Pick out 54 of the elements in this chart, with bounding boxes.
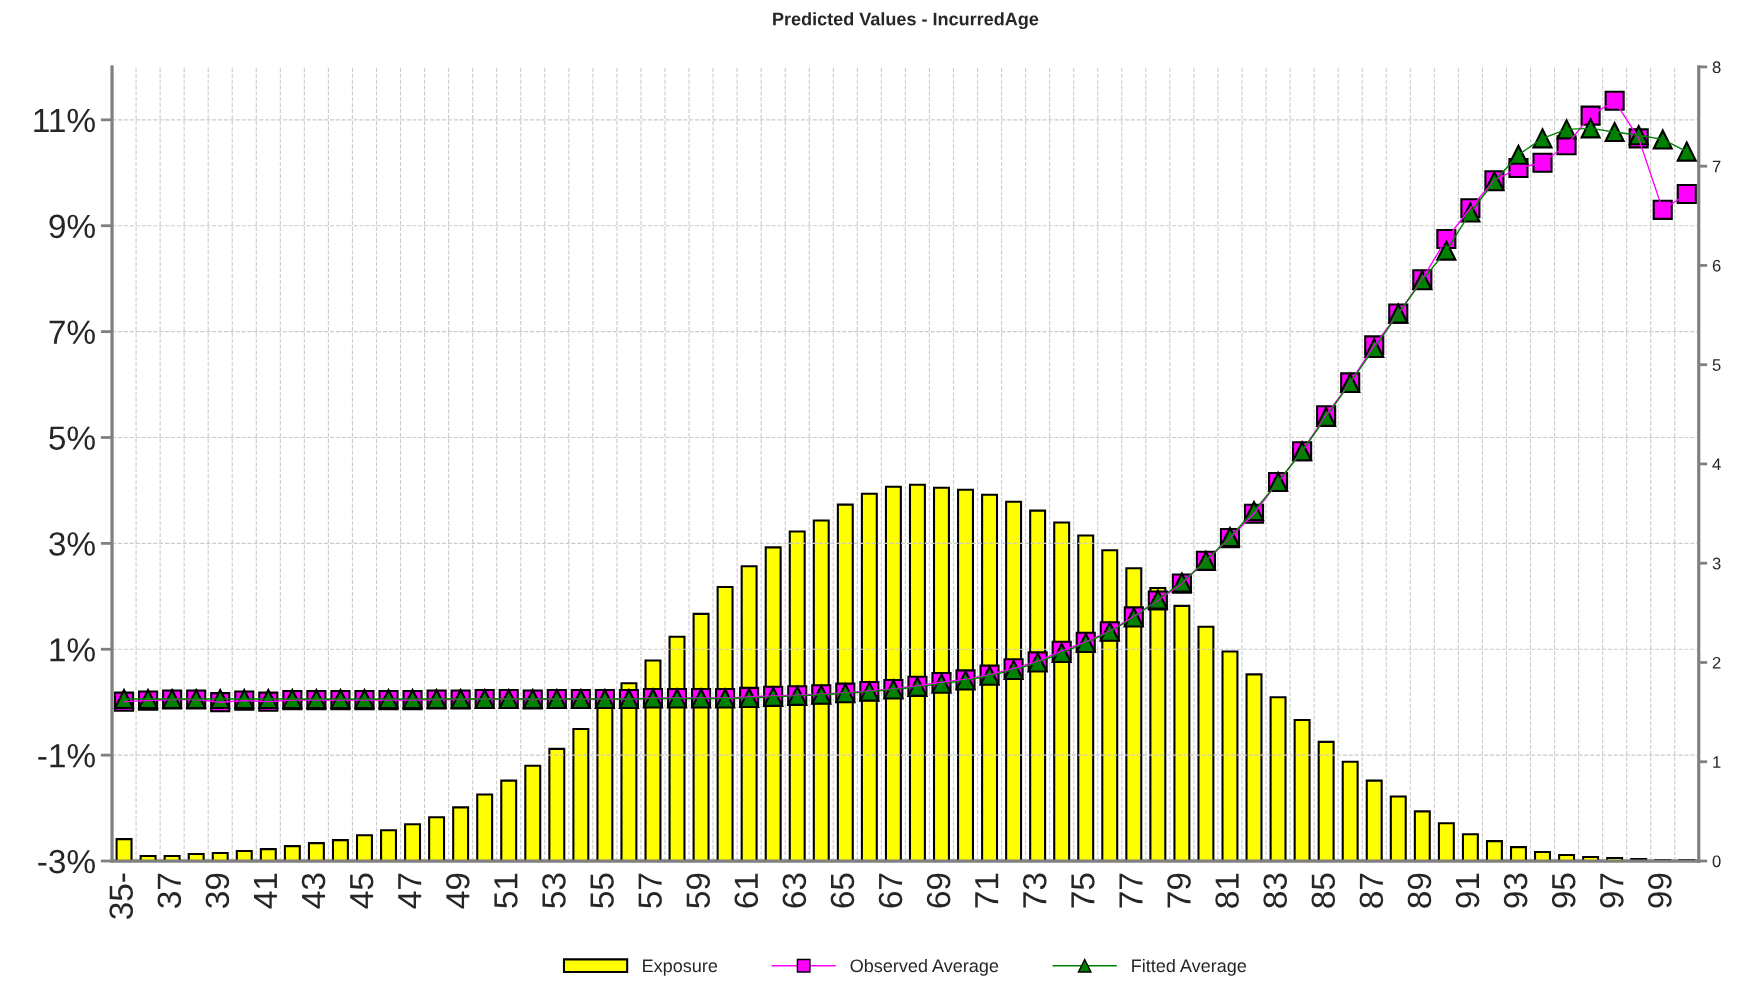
- x-tick-label: 91: [1455, 873, 1480, 908]
- chart-title: Predicted Values - IncurredAge: [773, 12, 1039, 30]
- y2-tick-label: 8: [1712, 61, 1721, 74]
- x-tick-label: 73: [1022, 873, 1047, 908]
- x-tick-label: 95: [1551, 873, 1576, 908]
- y2-tick-label: 1: [1713, 756, 1721, 768]
- y-tick-label: 1%: [50, 638, 95, 662]
- x-tick-label: 71: [975, 873, 999, 908]
- y-tick-label: 7%: [49, 320, 95, 344]
- legend-label: Exposure: [643, 959, 718, 976]
- x-tick-label: 51: [494, 873, 518, 908]
- x-tick-label: 43: [301, 873, 326, 909]
- x-tick-label: 35-: [109, 873, 134, 920]
- x-tick-label: 69: [926, 873, 951, 908]
- x-tick-label: 63: [782, 873, 807, 908]
- x-tick-label: 77: [1119, 873, 1143, 908]
- x-tick-label: 57: [638, 873, 662, 908]
- legend-label: Observed Average: [850, 958, 999, 976]
- y2-tick-label: 3: [1712, 557, 1721, 570]
- x-tick-label: 65: [830, 873, 855, 908]
- x-tick-label: 85: [1311, 873, 1336, 908]
- x-tick-label: 53: [542, 873, 566, 908]
- x-tick-label: 99: [1648, 873, 1672, 908]
- y-tick-label: -3%: [38, 849, 95, 874]
- x-tick-label: 97: [1599, 873, 1624, 908]
- x-tick-label: 79: [1167, 873, 1191, 908]
- x-tick-label: 75: [1071, 873, 1095, 908]
- y2-tick-label: 4: [1712, 458, 1721, 470]
- x-tick-label: 59: [686, 873, 711, 908]
- x-tick-label: 47: [398, 873, 422, 909]
- y2-tick-label: 2: [1712, 656, 1721, 669]
- x-tick-label: 39: [205, 873, 230, 908]
- x-tick-label: 67: [878, 873, 903, 908]
- y-tick-label: 9%: [49, 214, 95, 239]
- legend-label: Fitted Average: [1132, 958, 1247, 976]
- y2-tick-label: 5: [1712, 359, 1721, 371]
- x-tick-label: 37: [157, 873, 182, 908]
- x-tick-label: 49: [445, 873, 470, 909]
- y2-tick-label: 7: [1712, 160, 1721, 173]
- x-tick-label: 55: [590, 873, 614, 908]
- y-tick-label: 3%: [49, 532, 95, 556]
- x-tick-label: 83: [1263, 873, 1287, 908]
- x-tick-label: 45: [350, 873, 374, 909]
- x-tick-label: 93: [1503, 873, 1528, 908]
- y-tick-label: 11%: [34, 108, 95, 133]
- x-tick-label: 87: [1359, 873, 1384, 908]
- x-tick-label: 41: [253, 873, 277, 909]
- y2-tick-label: 6: [1712, 259, 1721, 272]
- y-tick-label: -1%: [38, 744, 95, 768]
- y2-tick-label: 0: [1712, 855, 1721, 868]
- x-tick-label: 61: [734, 873, 759, 908]
- x-tick-label: 89: [1407, 873, 1432, 908]
- x-tick-label: 81: [1215, 873, 1239, 908]
- y-tick-label: 5%: [49, 426, 95, 450]
